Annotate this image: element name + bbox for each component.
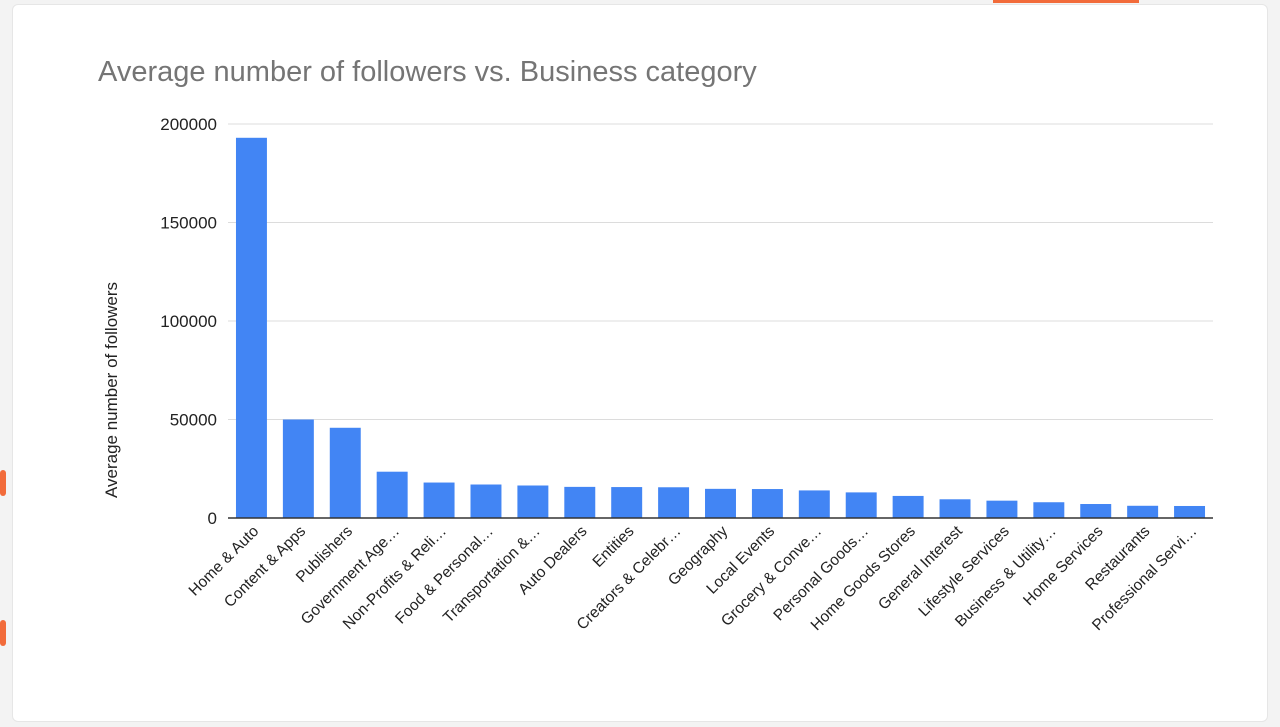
bars — [235, 137, 1206, 519]
bar — [845, 492, 877, 518]
bar — [564, 486, 596, 518]
accent-bar-top — [993, 0, 1139, 3]
bar — [751, 489, 783, 518]
y-tick-label: 100000 — [160, 312, 217, 331]
bar — [376, 471, 408, 518]
gridlines — [228, 123, 1213, 420]
bar — [235, 137, 267, 519]
bar — [282, 419, 314, 518]
y-tick-label: 150000 — [160, 214, 217, 233]
bar — [1080, 504, 1112, 518]
y-tick-label: 0 — [208, 509, 217, 528]
bar — [329, 427, 361, 518]
bar — [892, 495, 924, 518]
x-tick-label: General Interest — [875, 522, 966, 613]
bar — [986, 500, 1018, 518]
accent-mark-left-lower — [0, 620, 6, 646]
y-axis-label: Average number of followers — [102, 282, 121, 498]
bar — [1033, 502, 1065, 518]
bar — [1174, 505, 1206, 518]
bar — [658, 487, 690, 518]
bar — [423, 482, 455, 518]
chart-title: Average number of followers vs. Business… — [98, 56, 757, 88]
bar — [1127, 505, 1159, 518]
y-tick-label: 50000 — [170, 411, 217, 430]
bar — [611, 487, 643, 518]
bar — [470, 484, 502, 518]
bar — [798, 490, 830, 518]
accent-mark-left-upper — [0, 470, 6, 496]
bar — [517, 485, 549, 518]
x-tick-label: Home Services — [1020, 523, 1107, 610]
y-tick-labels: 0 50000 100000 150000 200000 — [160, 115, 217, 528]
bar — [705, 488, 736, 518]
x-tick-label: Content & Apps — [221, 523, 309, 611]
y-tick-label: 200000 — [160, 115, 217, 134]
bar — [939, 499, 971, 518]
